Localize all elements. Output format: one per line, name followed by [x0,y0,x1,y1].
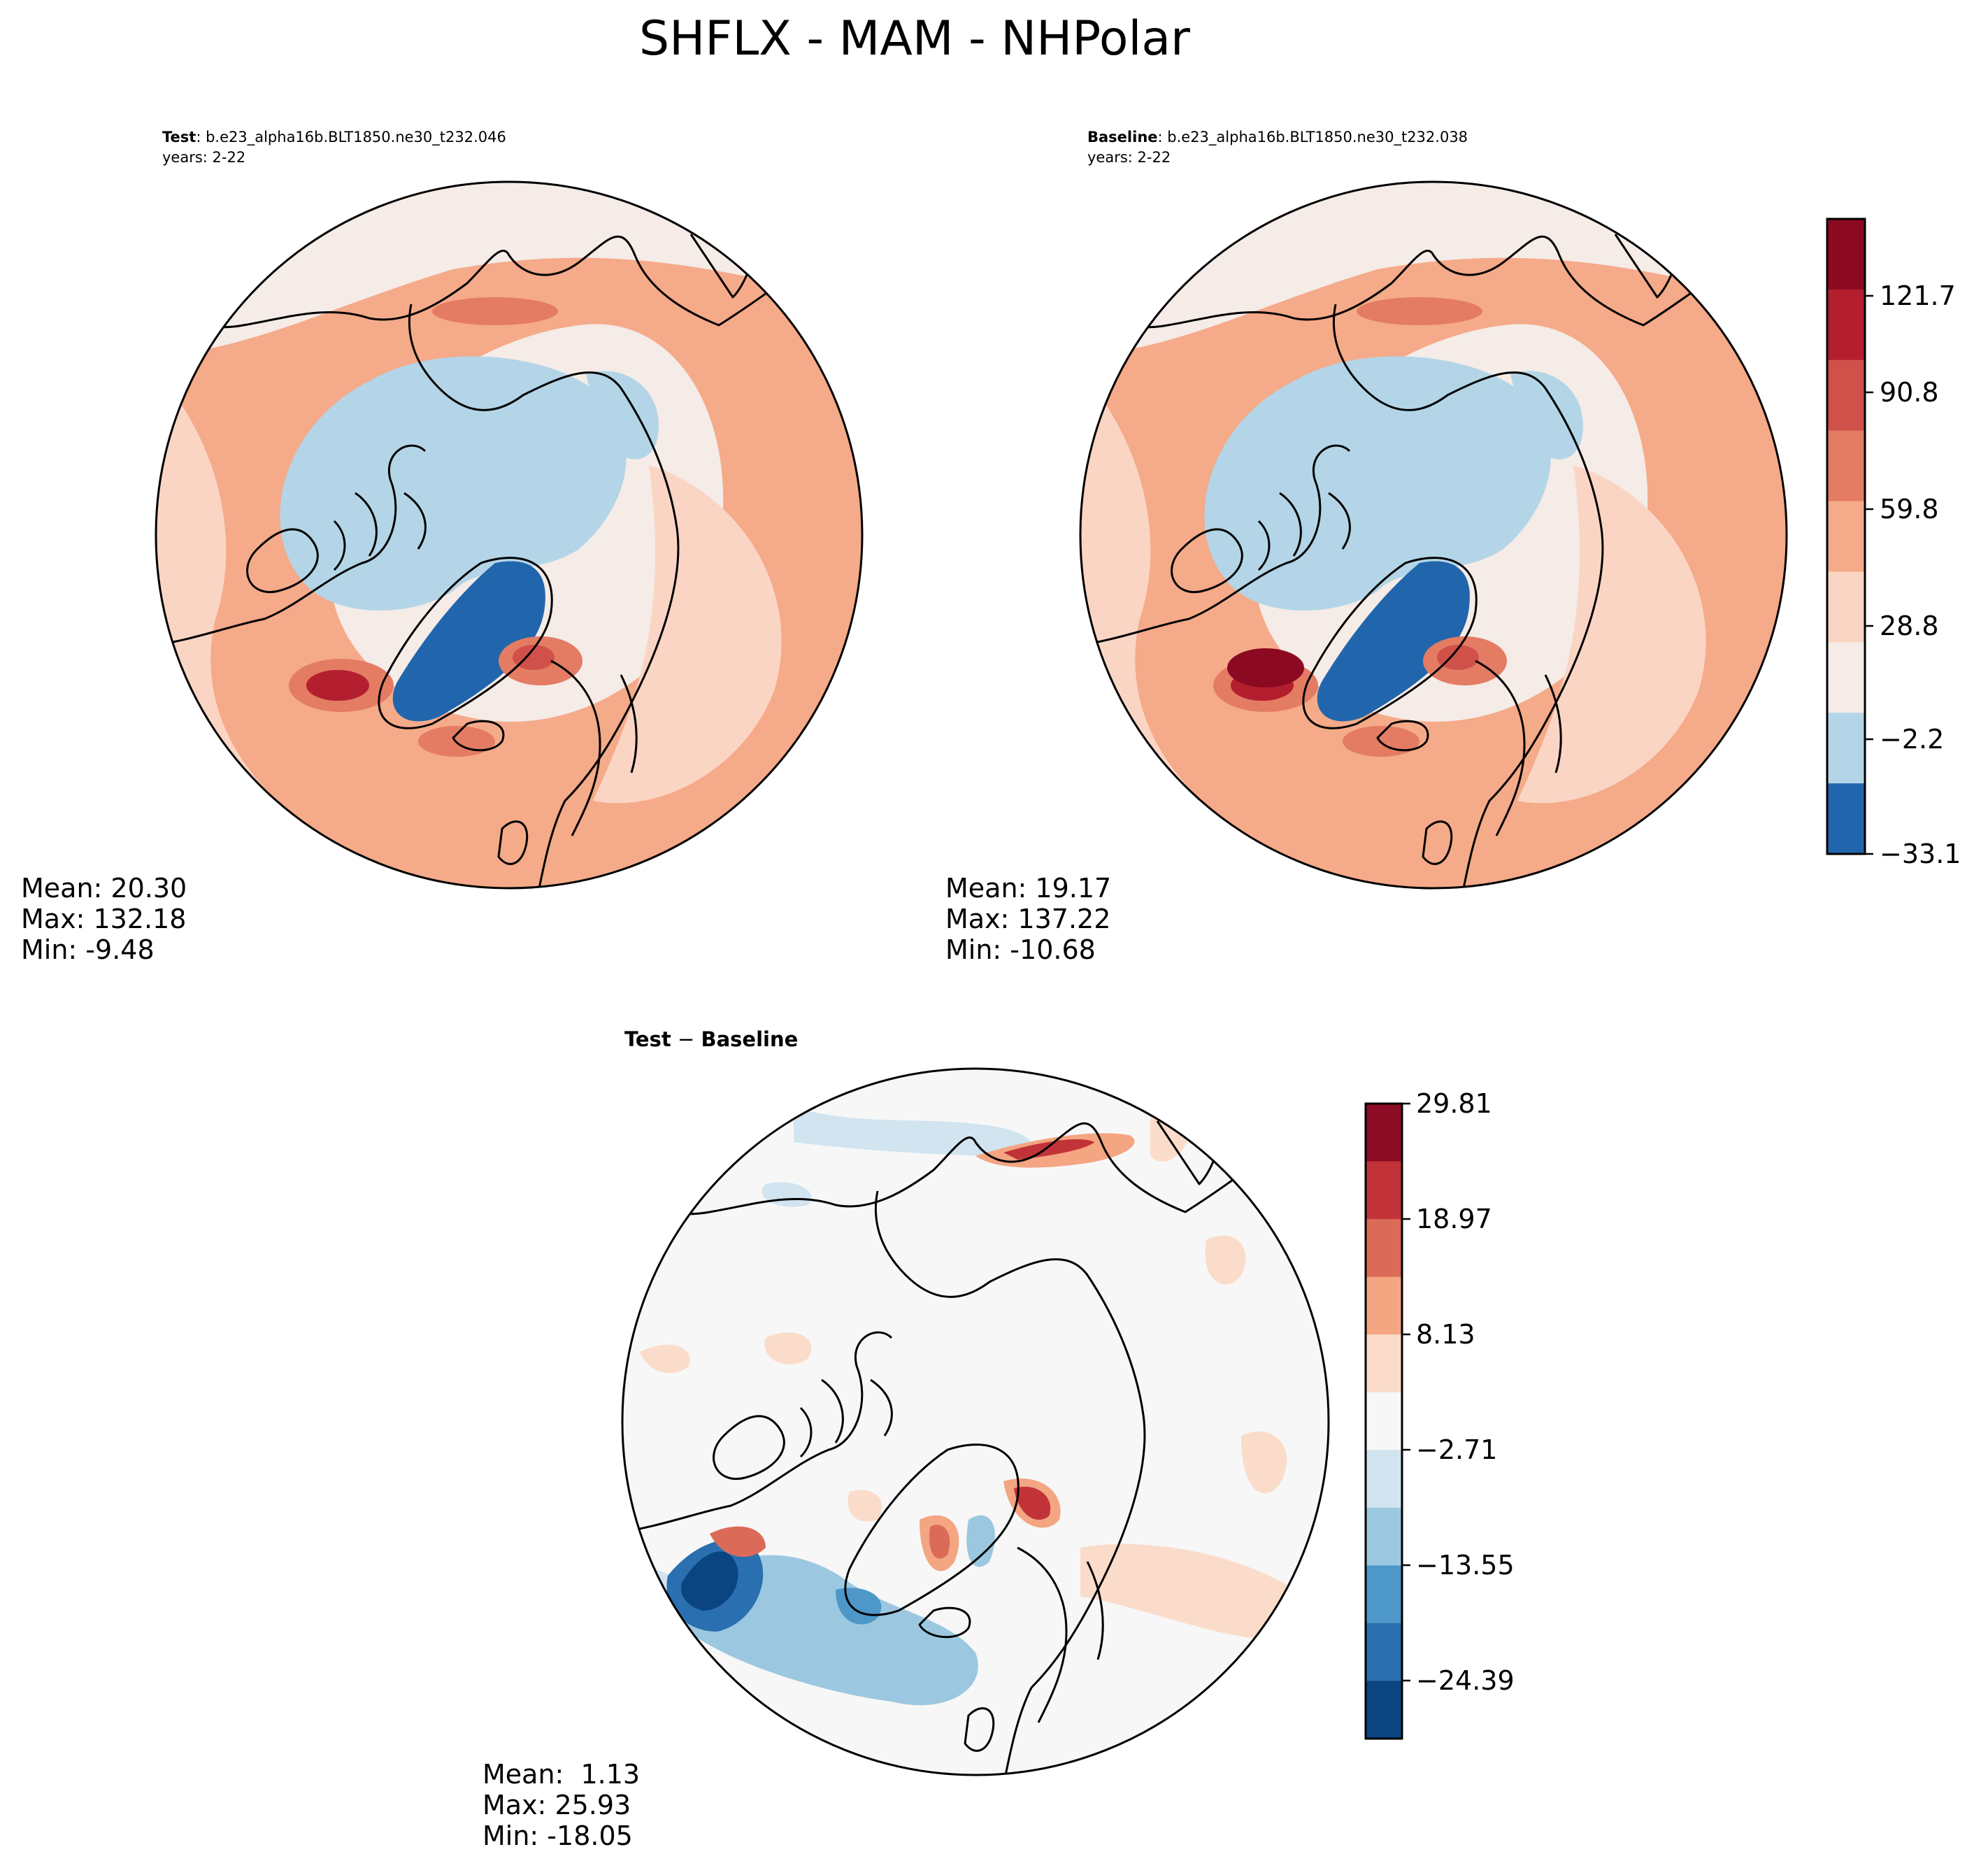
panel-test: Test: b.e23_alpha16b.BLT1850.ne30_t232.0… [21,129,864,965]
colorbar-diff-tick-label: 29.81 [1416,1088,1492,1119]
panel-test-mean: Mean: 20.30 [21,873,187,904]
colorbar-swatch [1827,571,1865,643]
figure-title: SHFLX - MAM - NHPolar [639,11,1190,66]
colorbar-swatch [1366,1450,1402,1509]
colorbar-swatch [1366,1219,1402,1278]
panel-baseline-label: Baseline: b.e23_alpha16b.BLT1850.ne30_t2… [1087,129,1468,146]
panel-diff-mean: Mean: 1.13 [482,1759,640,1790]
panel-baseline: Baseline: b.e23_alpha16b.BLT1850.ne30_t2… [945,129,1788,965]
colorbar-swatch [1366,1104,1402,1162]
panel-baseline-map [1080,182,1787,888]
colorbar-main-tick-label: −2.2 [1880,724,1944,755]
colorbar-swatch [1366,1681,1402,1739]
colorbar-diff-tick-label: 8.13 [1416,1319,1475,1350]
colorbar-swatch [1827,713,1865,784]
colorbar-swatch [1827,783,1865,855]
panel-test-map [156,182,862,888]
panel-baseline-map-boundary [1079,180,1788,890]
panel-baseline-mean: Mean: 19.17 [945,873,1111,904]
panel-diff-map-boundary [621,1067,1330,1776]
colorbar-swatch [1366,1392,1402,1450]
panel-test-years: years: 2-22 [162,149,245,166]
colorbar-diff: 29.81 18.97 8.13 −2.71 −13.55 −24.39 [1364,1088,1515,1740]
colorbar-swatch [1366,1507,1402,1566]
colorbar-swatch [1827,359,1865,432]
colorbar-swatch [1366,1623,1402,1682]
panel-baseline-years: years: 2-22 [1087,149,1171,166]
panel-test-max: Max: 132.18 [21,904,186,934]
colorbar-main-frame [1826,218,1866,855]
panel-diff: Test − Baseline Mean: 1.13 Max: 25.93 Mi… [482,1027,1330,1851]
panel-diff-label: Test − Baseline [624,1027,798,1051]
panel-diff-max: Max: 25.93 [482,1790,631,1820]
colorbar-swatch [1366,1161,1402,1220]
panel-test-map-boundary [155,180,864,890]
colorbar-diff-swatches [1366,1104,1402,1739]
colorbar-main-tick-label: 28.8 [1880,611,1939,641]
panel-test-label: Test: b.e23_alpha16b.BLT1850.ne30_t232.0… [162,129,506,146]
colorbar-diff-frame [1364,1102,1403,1740]
colorbar-swatch [1827,642,1865,713]
colorbar-diff-tick-label: 18.97 [1416,1204,1492,1234]
panel-baseline-min: Min: -10.68 [945,934,1096,965]
colorbar-main-tick-label: 59.8 [1880,494,1939,525]
colorbar-main-ticks [1865,294,1873,855]
panel-diff-min: Min: -18.05 [482,1820,633,1851]
colorbar-main-tick-label: −33.1 [1880,839,1961,869]
colorbar-diff-tick-label: −2.71 [1416,1434,1497,1465]
colorbar-diff-tick-label: −13.55 [1416,1550,1515,1581]
colorbar-main-tick-label: 121.7 [1880,280,1956,311]
colorbar-main-swatches [1827,219,1865,855]
panel-test-min: Min: -9.48 [21,934,155,965]
colorbar-swatch [1827,430,1865,502]
colorbar-swatch [1827,501,1865,573]
colorbar-swatch [1366,1276,1402,1335]
panel-diff-map [622,1069,1329,1775]
colorbar-swatch [1366,1565,1402,1624]
colorbar-main: 121.7 90.8 59.8 28.8 −2.2 −33.1 [1826,218,1961,869]
colorbar-swatch [1827,289,1865,361]
colorbar-diff-tick-label: −24.39 [1416,1665,1515,1696]
colorbar-swatch [1366,1334,1402,1393]
colorbar-diff-ticks [1402,1102,1410,1682]
colorbar-swatch [1827,219,1865,290]
panel-baseline-max: Max: 137.22 [945,904,1110,934]
colorbar-main-tick-label: 90.8 [1880,377,1939,408]
